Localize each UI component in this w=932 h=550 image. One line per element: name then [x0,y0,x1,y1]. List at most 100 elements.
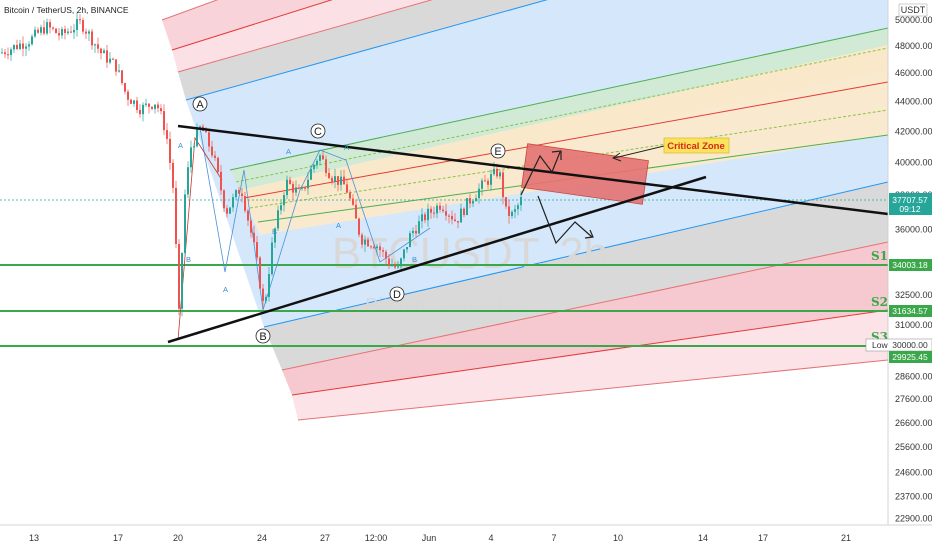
candle-body [415,230,417,234]
candle-body [205,130,207,133]
candle-body [130,99,132,104]
candle-body [22,43,24,49]
candle-body [403,249,405,259]
candle-body [514,209,516,212]
candle-body [46,22,48,34]
candle-body [88,31,90,34]
price-axis[interactable]: USDT 50000.00 48000.00 46000.00 44000.00 420… [865,0,932,525]
price-tick-label: 40000.00 [895,157,932,167]
candle-body [100,48,102,54]
candle-body [478,188,480,199]
candle-body [385,251,387,259]
fib-line-10 [263,181,888,328]
sub-wave-mark: A [336,221,341,230]
wave-label-d-text: D [393,289,401,301]
candle-body [448,215,450,217]
wave-label-e-text: E [494,146,501,158]
price-tick-label: 31000.00 [895,320,932,330]
sub-wave-mark: A [344,143,349,152]
price-tick-label: 28600.00 [895,371,932,381]
candle-body [118,70,120,72]
time-tick-label: 13 [29,533,39,543]
sub-wave-mark: B [272,227,277,236]
candle-body [451,215,453,220]
chart-title: Bitcoin / TetherUS, 2h, BINANCE [4,5,129,15]
candle-body [85,31,87,34]
candle-body [364,239,366,245]
bullish-scenario-arrow [520,151,561,196]
candle-body [325,159,327,173]
candle-body [463,208,465,216]
wave-label-d: D [389,286,405,302]
candle-body [355,204,357,219]
price-tick-label: 44000.00 [895,97,932,107]
watermark-ticker: BTCUSDT, 2h [332,229,608,278]
candle-body [346,184,348,193]
s1-price-value: 34003.18 [892,260,928,270]
wave-label-c: C [310,123,326,139]
time-tick-label: 14 [698,533,708,543]
time-axis[interactable]: 13 17 20 24 27 12:00 Jun 4 7 10 14 17 21 [0,524,932,550]
candle-body [481,180,483,189]
candle-body [310,168,312,180]
candle-body [229,207,231,214]
fib-line-7 [243,81,888,199]
candle-body [424,214,426,221]
candle-body [124,83,126,92]
fib-channel [162,0,888,420]
candle-body [277,210,279,229]
triangle-lower-trendline[interactable] [167,175,707,344]
candle-body [493,168,495,175]
candle-body [412,230,414,234]
candle-body [256,242,258,258]
candle-body [253,232,255,243]
candle-body [289,179,291,184]
candle-body [361,234,363,245]
candle-body [238,190,240,194]
candle-body [73,29,75,33]
candle-body [337,176,339,185]
candle-body [160,108,162,112]
candle-body [25,46,27,49]
candle-body [373,246,375,249]
candle-body [292,183,294,193]
candle-body [13,44,15,50]
candle-body [271,242,273,275]
candle-body [376,246,378,249]
candle-body [145,103,147,105]
candle-body [280,205,282,211]
candle-body [400,258,402,267]
fib-band-light-bottom [292,310,888,420]
candle-body [466,198,468,216]
candle-body [409,233,411,248]
bearish-scenario-arrow [537,195,593,245]
fib-line-12 [291,309,888,396]
candle-body [349,192,351,199]
candle-body [91,31,93,46]
candle-body [148,103,150,107]
critical-zone[interactable] [521,143,649,205]
candle-body [397,266,399,268]
critical-zone-pointer-arrow [613,145,665,159]
candle-body [190,147,192,168]
candle-body [232,197,234,208]
candle-body [19,43,21,49]
candle-body [460,208,462,223]
candle-body [319,155,321,161]
candle-body [106,50,108,63]
wave-sub-line-2 [177,136,223,341]
candle-body [97,44,99,49]
candle-body [382,250,384,252]
wave-label-a-text: A [196,99,204,111]
candle-body [439,205,441,210]
candle-body [40,27,42,33]
candle-body [157,104,159,109]
candle-body [226,208,228,214]
price-tick-label: 36000.00 [895,225,932,235]
candle-body [76,19,78,30]
candle-body [340,176,342,185]
price-tick-label: 27600.00 [895,394,932,404]
candle-body [316,160,318,165]
sub-wave-mark: A [286,147,291,156]
